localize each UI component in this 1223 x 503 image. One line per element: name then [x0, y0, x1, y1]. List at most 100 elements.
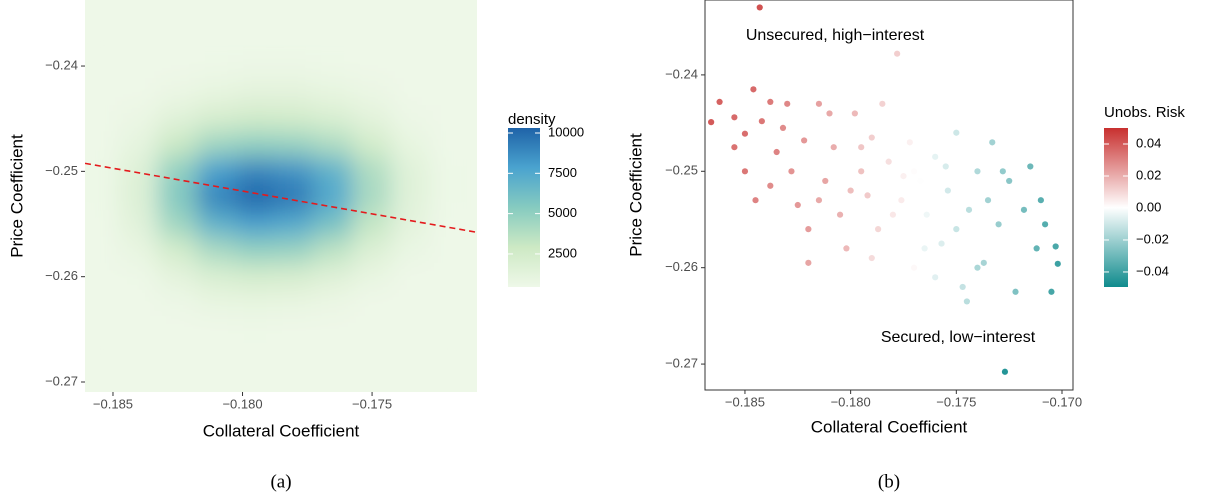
- density-cell: [235, 315, 276, 343]
- point: [826, 110, 833, 117]
- density-cell: [429, 105, 470, 133]
- density-cell: [85, 210, 120, 238]
- density-cell: [429, 157, 470, 186]
- point: [858, 144, 865, 151]
- density-cell: [118, 289, 159, 317]
- point: [965, 206, 973, 213]
- density-cell: [157, 78, 198, 107]
- x-tick-label: −0.170: [1042, 394, 1082, 409]
- x-tick-label: −0.180: [831, 394, 871, 409]
- y-tick-label: −0.26: [665, 259, 698, 274]
- density-cell: [118, 315, 159, 343]
- point: [822, 177, 829, 185]
- density-cell: [196, 210, 237, 238]
- density-cell: [352, 157, 393, 186]
- point: [1012, 288, 1019, 295]
- point: [801, 137, 808, 144]
- point: [805, 259, 812, 266]
- point: [974, 168, 981, 175]
- panel-border: [704, 0, 1074, 391]
- density-cell: [85, 263, 120, 291]
- density-cell: [196, 78, 237, 107]
- density-cell: [429, 289, 470, 317]
- point: [889, 211, 897, 218]
- density-cell: [235, 78, 276, 107]
- point: [953, 226, 960, 233]
- density-cell: [429, 315, 470, 343]
- point: [1001, 368, 1009, 375]
- density-cell: [391, 210, 431, 238]
- density-cell: [157, 105, 198, 133]
- density-cell: [429, 78, 470, 107]
- density-cell: [391, 263, 431, 291]
- point: [847, 187, 854, 194]
- density-cell: [274, 315, 315, 343]
- colorbar: [508, 128, 540, 287]
- density-cell: [274, 236, 315, 265]
- density-cell: [118, 157, 159, 186]
- point: [953, 129, 960, 136]
- density-cell: [118, 26, 159, 54]
- density-cell: [118, 263, 159, 291]
- density-cell: [313, 157, 354, 186]
- point: [750, 86, 757, 93]
- point: [980, 259, 987, 266]
- colorbar-label: 10000: [548, 124, 584, 139]
- density-cell: [85, 131, 120, 159]
- density-cell: [352, 289, 393, 317]
- density-cell: [313, 131, 354, 159]
- density-cell: [157, 131, 198, 159]
- x-tick-label: −0.175: [936, 394, 976, 409]
- density-cell: [235, 236, 276, 265]
- density-cell: [196, 184, 237, 212]
- density-cell: [85, 236, 120, 265]
- point: [898, 197, 905, 204]
- density-cell: [274, 341, 315, 370]
- point: [999, 168, 1006, 175]
- density-cell: [313, 315, 354, 343]
- point: [944, 187, 951, 194]
- density-cell: [274, 210, 315, 238]
- y-tick-label: −0.24: [45, 57, 78, 72]
- density-cell: [274, 131, 315, 159]
- plot-area: [705, 0, 1073, 390]
- point: [894, 50, 901, 57]
- point: [851, 110, 858, 117]
- point: [788, 168, 795, 175]
- point: [836, 211, 844, 218]
- point: [1037, 197, 1044, 204]
- point: [779, 124, 787, 132]
- y-tick-label: −0.26: [45, 268, 78, 283]
- density-cell: [196, 236, 237, 265]
- x-axis-title: Collateral Coefficient: [203, 421, 360, 440]
- density-cell: [235, 26, 276, 54]
- density-cell: [391, 236, 431, 265]
- point: [932, 153, 939, 160]
- density-cell: [118, 78, 159, 107]
- point: [741, 168, 749, 175]
- density-cell: [196, 131, 237, 159]
- density-cell: [274, 289, 315, 317]
- point: [875, 226, 882, 233]
- plot-background: [705, 0, 1073, 390]
- density-cell: [352, 210, 393, 238]
- density-cell: [235, 263, 276, 291]
- point: [984, 197, 992, 204]
- density-cell: [391, 341, 431, 370]
- density-cell: [313, 105, 354, 133]
- density-cell: [429, 26, 470, 54]
- density-cell: [85, 105, 120, 133]
- density-cell: [235, 289, 276, 317]
- point: [767, 98, 774, 105]
- density-cell: [313, 341, 354, 370]
- point: [1006, 177, 1013, 185]
- density-cell: [313, 236, 354, 265]
- density-cell: [391, 157, 431, 186]
- density-cell: [85, 315, 120, 343]
- point: [900, 173, 907, 180]
- density-cell: [196, 105, 237, 133]
- density-cell: [352, 236, 393, 265]
- density-cell: [118, 184, 159, 212]
- density-cell: [157, 157, 198, 186]
